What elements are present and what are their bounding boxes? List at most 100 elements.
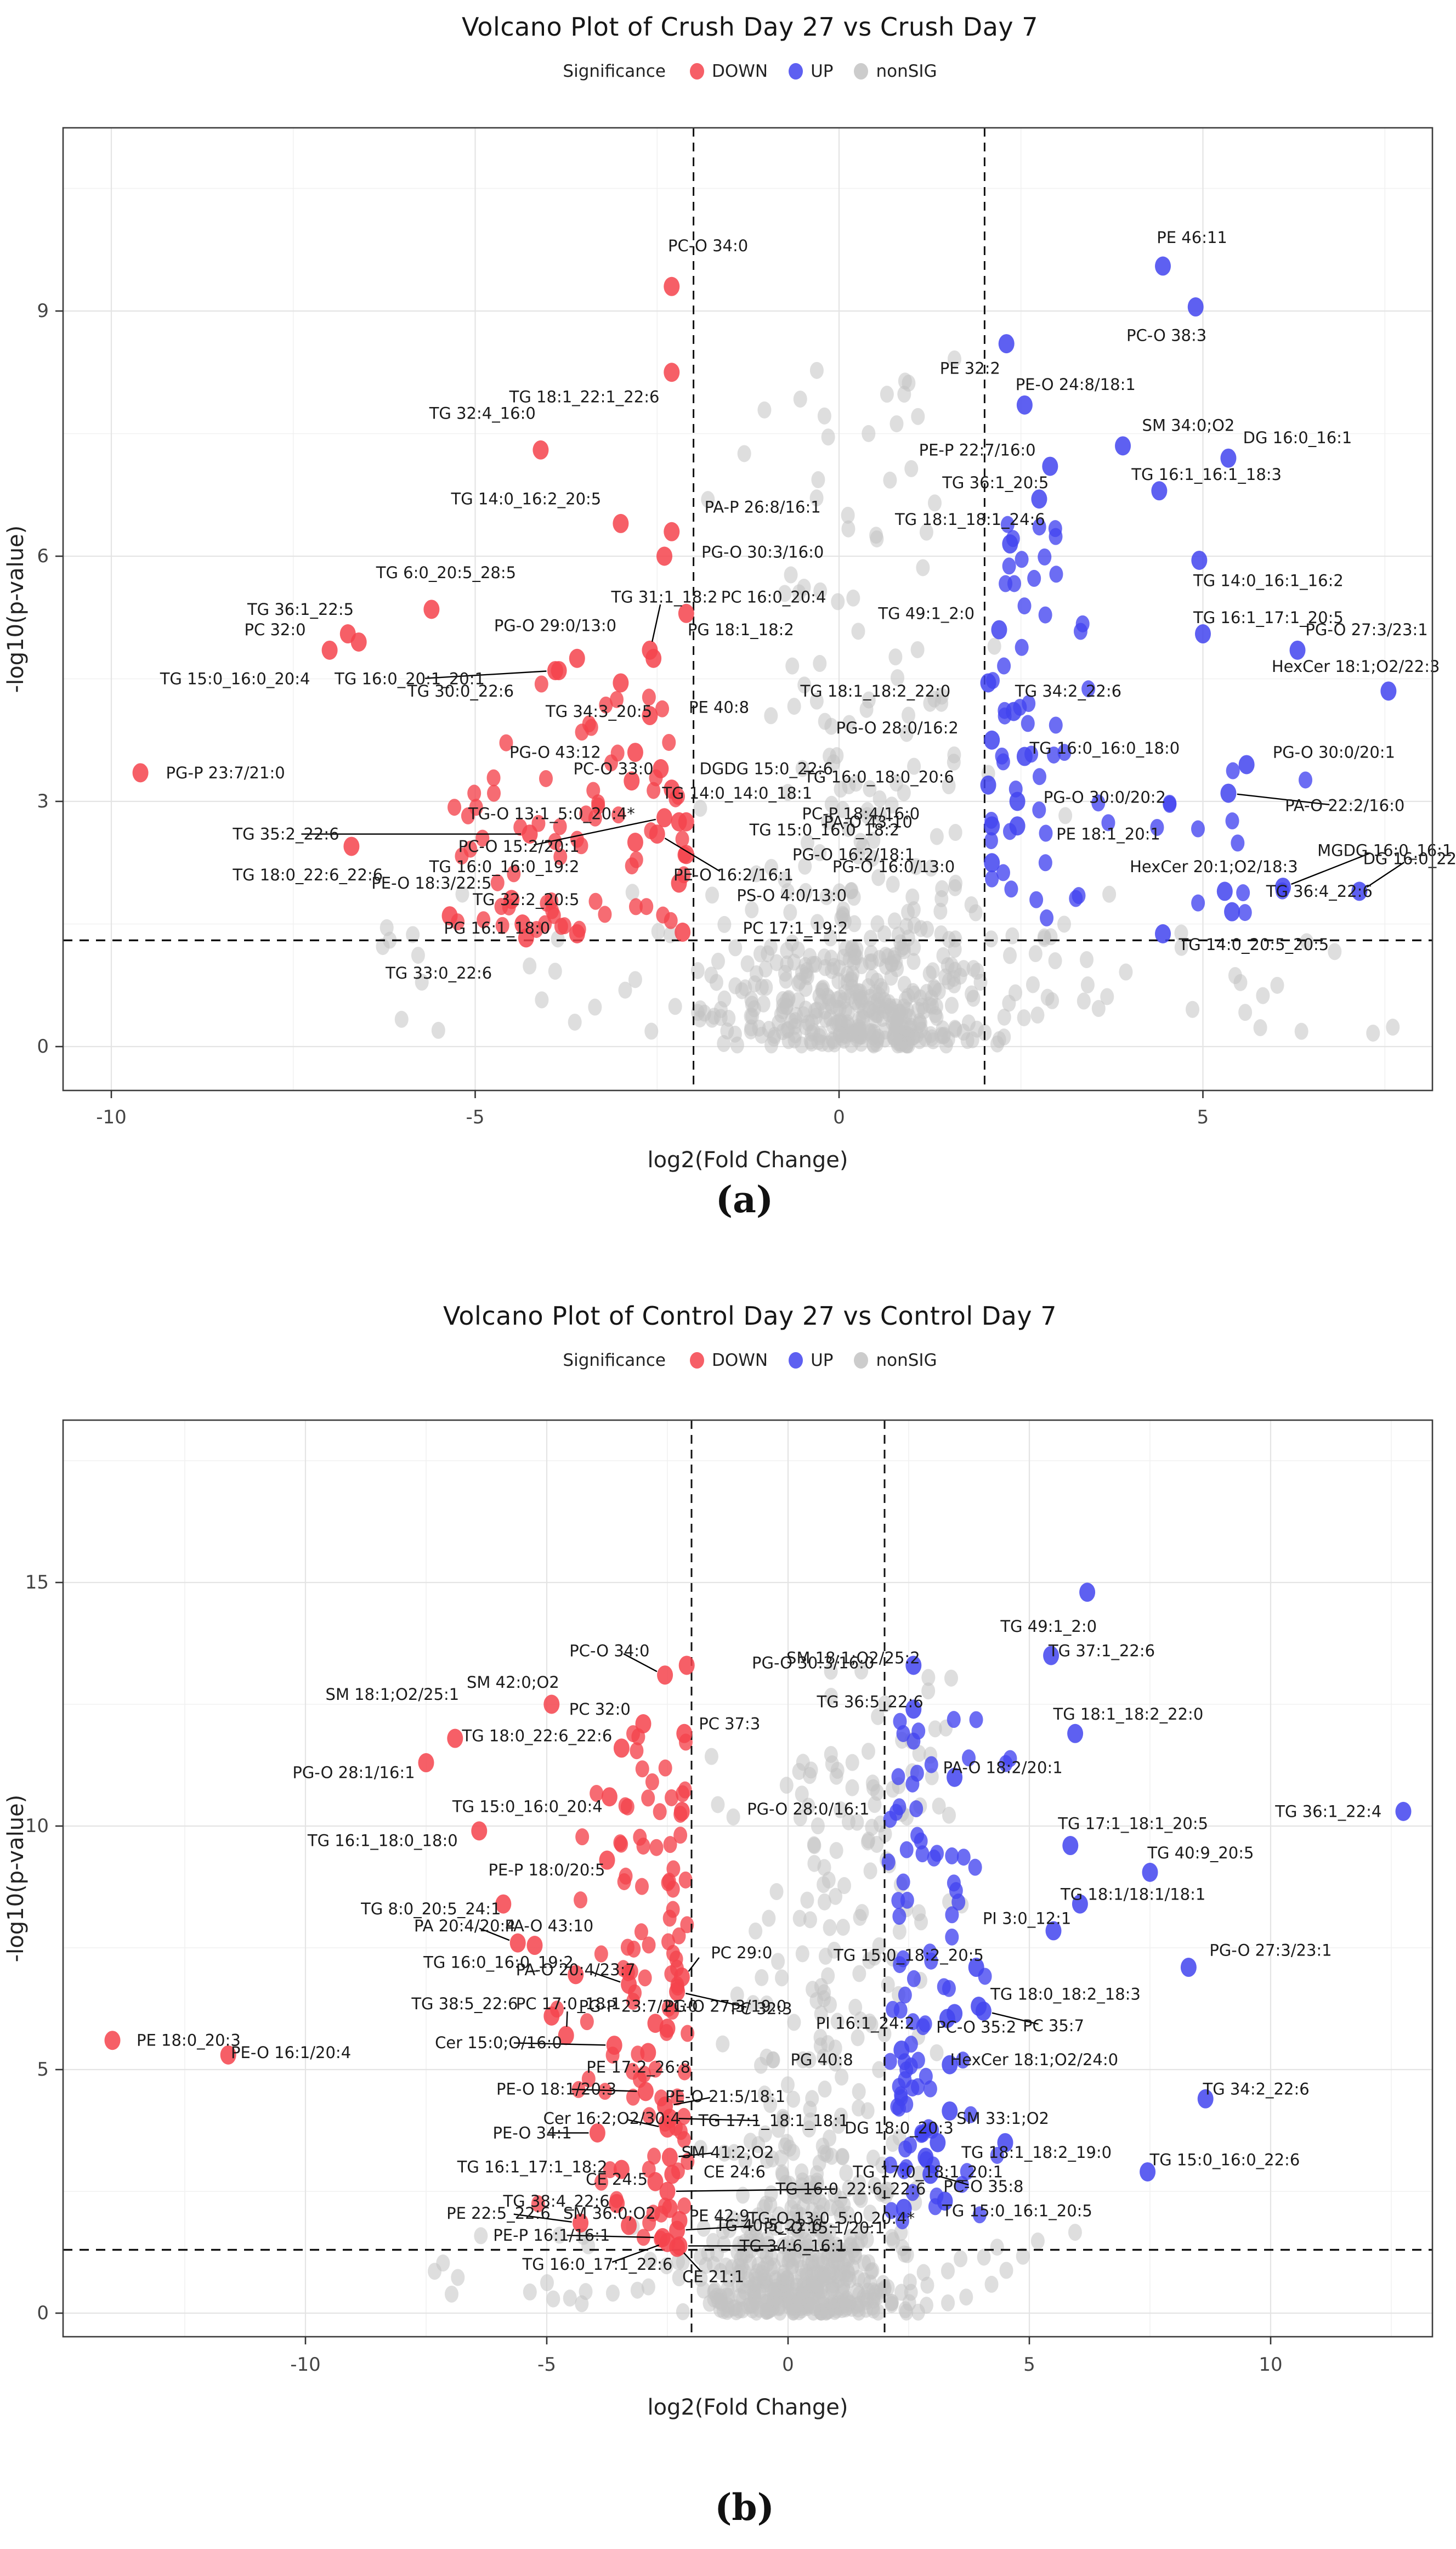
svg-text:-5: -5 xyxy=(466,1106,485,1128)
svg-text:TG 49:1_2:0: TG 49:1_2:0 xyxy=(1000,1617,1097,1636)
svg-text:TG 16:0_20:1_20:1: TG 16:0_20:1_20:1 xyxy=(334,670,485,688)
svg-text:PC 35:7: PC 35:7 xyxy=(1023,2016,1084,2035)
down-dot-icon xyxy=(689,1352,704,1369)
svg-text:PC-O 15:2/20:1: PC-O 15:2/20:1 xyxy=(458,837,580,856)
svg-text:PE-O 18:3/22:5: PE-O 18:3/22:5 xyxy=(371,874,491,892)
svg-text:PE 18:0_20:3: PE 18:0_20:3 xyxy=(137,2031,241,2050)
legend-item-label: UP xyxy=(811,61,834,81)
svg-text:PC-O 34:0: PC-O 34:0 xyxy=(668,236,748,255)
svg-text:PE 32:2: PE 32:2 xyxy=(940,359,1000,377)
svg-text:TG 16:0_22:6_22:6: TG 16:0_22:6_22:6 xyxy=(775,2180,926,2198)
svg-text:SM 18:1;O2/25:1: SM 18:1;O2/25:1 xyxy=(326,1685,460,1704)
svg-text:TG 18:1_18:1_24:6: TG 18:1_18:1_24:6 xyxy=(894,510,1045,529)
svg-text:-5: -5 xyxy=(537,2354,556,2376)
svg-text:CE 24:6: CE 24:6 xyxy=(704,2162,766,2181)
svg-text:PE-O 24:8/18:1: PE-O 24:8/18:1 xyxy=(1016,375,1136,394)
svg-text:PE-O 16:1/20:4: PE-O 16:1/20:4 xyxy=(231,2043,351,2062)
svg-text:TG-O 13:0_5:0_20:4*: TG-O 13:0_5:0_20:4* xyxy=(747,2209,915,2228)
svg-text:TG 35:2_22:6: TG 35:2_22:6 xyxy=(232,825,339,844)
nonsig-dot-icon xyxy=(854,63,869,80)
svg-text:TG 15:0_16:0_20:4: TG 15:0_16:0_20:4 xyxy=(452,1797,603,1816)
svg-text:PA-P 26:8/16:1: PA-P 26:8/16:1 xyxy=(705,498,821,517)
svg-text:PE-P 16:1/16:1: PE-P 16:1/16:1 xyxy=(493,2226,610,2245)
svg-text:TG 18:0_22:6_22:6: TG 18:0_22:6_22:6 xyxy=(232,866,383,884)
svg-text:DG 18:0_20:3: DG 18:0_20:3 xyxy=(845,2119,954,2138)
legend-title: Significance xyxy=(563,1350,666,1370)
svg-text:TG 34:3_20:5: TG 34:3_20:5 xyxy=(545,702,652,721)
svg-text:SM 34:0;O2: SM 34:0;O2 xyxy=(1142,416,1235,435)
svg-text:PG-P 23:7/21:0: PG-P 23:7/21:0 xyxy=(579,1997,698,2016)
legend-item-down: DOWN xyxy=(689,61,768,81)
svg-text:PC-O 15:1/20:1: PC-O 15:1/20:1 xyxy=(763,2219,885,2237)
svg-text:PG-P 23:7/21:0: PG-P 23:7/21:0 xyxy=(166,764,285,782)
svg-text:MGDG 16:0_16:1: MGDG 16:0_16:1 xyxy=(1317,841,1452,860)
svg-text:TG 17:0_18:1_20:1: TG 17:0_18:1_20:1 xyxy=(852,2162,1003,2181)
svg-text:9: 9 xyxy=(37,300,49,322)
svg-text:TG 8:0_20:5_24:1: TG 8:0_20:5_24:1 xyxy=(360,1900,501,1918)
svg-text:10: 10 xyxy=(25,1815,49,1837)
svg-text:TG 15:0_16:0_22:6: TG 15:0_16:0_22:6 xyxy=(1149,2150,1300,2169)
svg-text:TG 14:0_20:5_20:5: TG 14:0_20:5_20:5 xyxy=(1178,935,1329,954)
svg-text:PC 16:0_20:4: PC 16:0_20:4 xyxy=(721,588,826,607)
panel-b-caption: (b) xyxy=(715,2486,774,2529)
svg-text:TG 16:1_17:1_20:5: TG 16:1_17:1_20:5 xyxy=(1193,608,1344,627)
svg-text:PE 42:9: PE 42:9 xyxy=(689,2206,750,2225)
svg-text:5: 5 xyxy=(37,2059,49,2081)
panel-a-caption: (a) xyxy=(715,1178,774,1221)
svg-text:DGDG 15:0_22:6: DGDG 15:0_22:6 xyxy=(700,759,834,778)
svg-text:PC 29:0: PC 29:0 xyxy=(711,1943,772,1962)
svg-text:TG 40:5_22:6: TG 40:5_22:6 xyxy=(715,2216,822,2235)
legend-item-label: DOWN xyxy=(711,61,768,81)
svg-text:0: 0 xyxy=(37,2302,49,2324)
svg-text:PG-O 30:0/20:1: PG-O 30:0/20:1 xyxy=(1273,743,1395,762)
svg-text:TG 32:2_20:5: TG 32:2_20:5 xyxy=(472,890,579,909)
chart-b-legend: Significance DOWN UP nonSIG xyxy=(0,1350,1456,1370)
down-dot-icon xyxy=(689,63,704,80)
svg-text:PE 22:5_22:6: PE 22:5_22:6 xyxy=(446,2204,551,2223)
svg-text:TG 30:0_22:6: TG 30:0_22:6 xyxy=(407,682,514,700)
svg-text:PC 37:3: PC 37:3 xyxy=(699,1715,760,1733)
svg-text:TG 18:1/18:1/18:1: TG 18:1/18:1/18:1 xyxy=(1060,1885,1205,1903)
legend-item-label: DOWN xyxy=(711,1350,768,1370)
svg-text:DG 16:0_16:1: DG 16:0_16:1 xyxy=(1243,428,1352,447)
svg-text:PG-O 27:3/19:0: PG-O 27:3/19:0 xyxy=(664,1997,786,2016)
svg-text:Cer 16:2;O2/30:4: Cer 16:2;O2/30:4 xyxy=(543,2109,681,2128)
chart-b-title: Volcano Plot of Control Day 27 vs Contro… xyxy=(443,1301,1057,1331)
svg-text:PC-O 35:2: PC-O 35:2 xyxy=(936,2018,1016,2037)
svg-text:PG-O 16:2/18:1: PG-O 16:2/18:1 xyxy=(792,845,915,864)
svg-text:PC-P 18:4/16:0: PC-P 18:4/16:0 xyxy=(802,804,920,823)
up-dot-icon xyxy=(789,1352,803,1369)
svg-text:0: 0 xyxy=(782,2354,794,2376)
svg-text:log2(Fold Change): log2(Fold Change) xyxy=(647,1148,848,1173)
legend-item-label: nonSIG xyxy=(876,61,937,81)
svg-text:PE-O 34:1: PE-O 34:1 xyxy=(492,2123,571,2142)
svg-text:CE 21:1: CE 21:1 xyxy=(682,2267,744,2286)
svg-text:TG 34:6_16:1: TG 34:6_16:1 xyxy=(739,2236,846,2255)
svg-text:PE-O 21:5/18:1: PE-O 21:5/18:1 xyxy=(665,2087,785,2106)
svg-text:PE-O 18:1/20:3: PE-O 18:1/20:3 xyxy=(496,2080,616,2099)
svg-text:PG-O 29:0/13:0: PG-O 29:0/13:0 xyxy=(494,617,616,635)
svg-text:TG 49:1_2:0: TG 49:1_2:0 xyxy=(877,604,975,623)
svg-text:SM 41:2;O2: SM 41:2;O2 xyxy=(682,2143,774,2162)
svg-text:TG 34:2_22:6: TG 34:2_22:6 xyxy=(1015,682,1121,700)
svg-text:TG 40:9_20:5: TG 40:9_20:5 xyxy=(1147,1844,1254,1862)
svg-text:6: 6 xyxy=(37,545,49,567)
svg-text:PI 3:0_12:1: PI 3:0_12:1 xyxy=(983,1909,1072,1928)
svg-text:PG-O 27:3/23:1: PG-O 27:3/23:1 xyxy=(1209,1941,1332,1959)
svg-text:TG 36:1_22:5: TG 36:1_22:5 xyxy=(247,600,354,619)
svg-text:PG-O 28:0/16:1: PG-O 28:0/16:1 xyxy=(747,1800,869,1818)
svg-text:TG 16:1_16:1_18:3: TG 16:1_16:1_18:3 xyxy=(1131,465,1282,484)
svg-text:PG-O 30:3/16:0: PG-O 30:3/16:0 xyxy=(701,543,824,562)
svg-text:TG 38:4_22:6: TG 38:4_22:6 xyxy=(503,2192,610,2211)
svg-text:5: 5 xyxy=(1023,2354,1035,2376)
chart-a-title: Volcano Plot of Crush Day 27 vs Crush Da… xyxy=(462,12,1038,42)
svg-text:PA-O 43:10: PA-O 43:10 xyxy=(824,812,913,831)
svg-text:PC 17:1_19:2: PC 17:1_19:2 xyxy=(743,919,848,937)
svg-text:TG 15:0_16:0_20:4: TG 15:0_16:0_20:4 xyxy=(160,670,310,688)
legend-item-nonsig: nonSIG xyxy=(854,61,937,81)
svg-text:TG 14:0_16:1_16:2: TG 14:0_16:1_16:2 xyxy=(1193,572,1344,590)
svg-text:TG 36:4_22:6: TG 36:4_22:6 xyxy=(1266,882,1373,901)
svg-text:PE 40:8: PE 40:8 xyxy=(689,698,749,717)
chart-a-legend: Significance DOWN UP nonSIG xyxy=(0,61,1456,81)
svg-text:PG-O 30:3/16:0: PG-O 30:3/16:0 xyxy=(752,1654,874,1672)
